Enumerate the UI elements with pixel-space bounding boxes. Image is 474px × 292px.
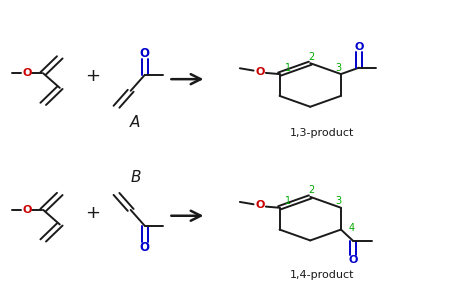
Text: O: O bbox=[140, 241, 150, 254]
Text: 3: 3 bbox=[336, 196, 342, 206]
Text: O: O bbox=[354, 42, 364, 52]
Text: O: O bbox=[255, 67, 264, 77]
Text: 3: 3 bbox=[336, 63, 342, 73]
Text: 2: 2 bbox=[308, 185, 314, 195]
Text: 1,4-product: 1,4-product bbox=[290, 270, 355, 280]
Text: 1,3-product: 1,3-product bbox=[290, 128, 354, 138]
Text: 4: 4 bbox=[348, 223, 355, 233]
Text: B: B bbox=[130, 171, 141, 185]
Text: O: O bbox=[348, 255, 357, 265]
Text: 1: 1 bbox=[285, 196, 291, 206]
Text: O: O bbox=[140, 47, 150, 60]
Text: A: A bbox=[130, 115, 141, 130]
Text: O: O bbox=[255, 200, 264, 211]
Text: O: O bbox=[22, 68, 31, 78]
Text: +: + bbox=[85, 67, 100, 85]
Text: +: + bbox=[85, 204, 100, 222]
Text: 2: 2 bbox=[308, 52, 314, 62]
Text: O: O bbox=[22, 205, 31, 215]
Text: 1: 1 bbox=[285, 63, 291, 73]
